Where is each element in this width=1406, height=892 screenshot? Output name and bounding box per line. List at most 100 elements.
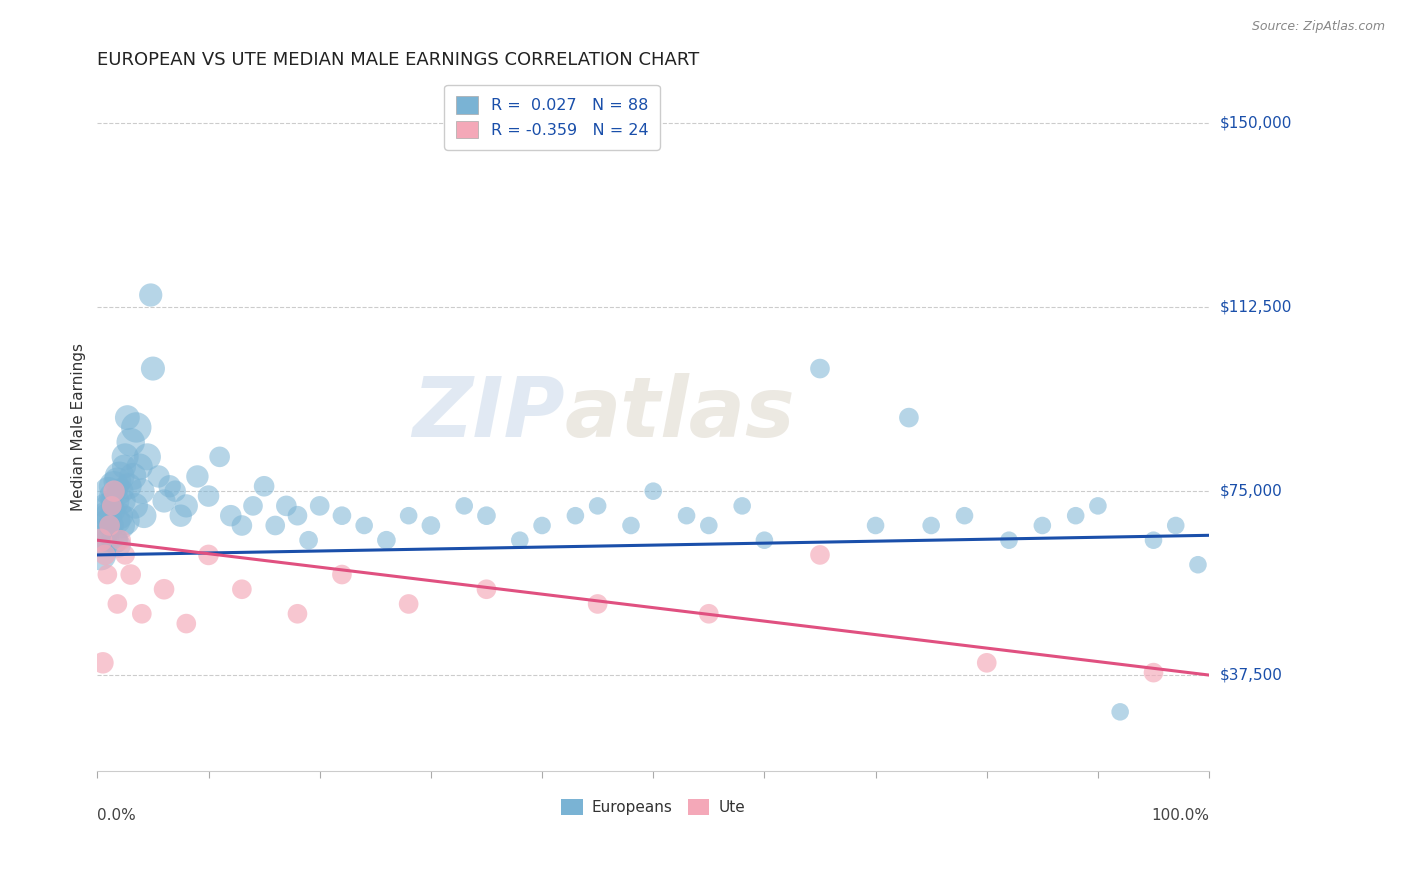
Point bbox=[264, 518, 287, 533]
Point bbox=[132, 508, 155, 523]
Point bbox=[165, 484, 187, 499]
Point bbox=[1142, 533, 1164, 548]
Point bbox=[1064, 508, 1087, 523]
Point bbox=[94, 499, 117, 513]
Point bbox=[808, 548, 831, 562]
Point bbox=[153, 494, 176, 508]
Point bbox=[139, 288, 162, 302]
Point bbox=[531, 518, 554, 533]
Point bbox=[120, 567, 142, 582]
Text: Source: ZipAtlas.com: Source: ZipAtlas.com bbox=[1251, 20, 1385, 33]
Point bbox=[131, 484, 153, 499]
Point bbox=[94, 548, 117, 562]
Text: atlas: atlas bbox=[564, 373, 794, 454]
Point bbox=[103, 533, 125, 548]
Point bbox=[93, 518, 115, 533]
Point bbox=[231, 518, 253, 533]
Point bbox=[105, 514, 128, 528]
Point bbox=[114, 450, 136, 464]
Text: $150,000: $150,000 bbox=[1220, 116, 1292, 131]
Text: $112,500: $112,500 bbox=[1220, 300, 1292, 315]
Point bbox=[865, 518, 887, 533]
Point bbox=[197, 489, 219, 503]
Point bbox=[159, 479, 181, 493]
Point bbox=[174, 616, 197, 631]
Point bbox=[398, 597, 420, 611]
Point bbox=[897, 410, 920, 425]
Point bbox=[1031, 518, 1053, 533]
Point bbox=[398, 508, 420, 523]
Point bbox=[103, 479, 125, 493]
Point bbox=[122, 469, 145, 483]
Point bbox=[124, 499, 146, 513]
Point bbox=[111, 494, 134, 508]
Point bbox=[91, 518, 114, 533]
Point bbox=[475, 582, 498, 597]
Point bbox=[107, 538, 129, 552]
Text: $75,000: $75,000 bbox=[1220, 483, 1282, 499]
Point bbox=[475, 508, 498, 523]
Point bbox=[108, 508, 131, 523]
Point bbox=[1187, 558, 1209, 572]
Point bbox=[453, 499, 475, 513]
Point bbox=[120, 435, 142, 450]
Point bbox=[1087, 499, 1109, 513]
Point bbox=[186, 469, 208, 483]
Point bbox=[174, 499, 197, 513]
Point bbox=[242, 499, 264, 513]
Point bbox=[586, 597, 609, 611]
Point bbox=[136, 450, 159, 464]
Point bbox=[1142, 665, 1164, 680]
Point bbox=[117, 479, 139, 493]
Point bbox=[953, 508, 976, 523]
Point bbox=[98, 518, 121, 533]
Point bbox=[276, 499, 298, 513]
Point bbox=[353, 518, 375, 533]
Point bbox=[112, 459, 135, 474]
Point bbox=[128, 459, 150, 474]
Point bbox=[998, 533, 1021, 548]
Point bbox=[1164, 518, 1187, 533]
Point bbox=[675, 508, 697, 523]
Point bbox=[419, 518, 441, 533]
Point bbox=[110, 484, 132, 499]
Point bbox=[108, 469, 131, 483]
Point bbox=[330, 508, 353, 523]
Point bbox=[90, 533, 112, 548]
Point bbox=[114, 548, 136, 562]
Legend: Europeans, Ute: Europeans, Ute bbox=[555, 793, 751, 822]
Point bbox=[197, 548, 219, 562]
Point bbox=[103, 484, 125, 499]
Point bbox=[97, 508, 120, 523]
Point bbox=[287, 607, 309, 621]
Point bbox=[105, 597, 128, 611]
Point bbox=[148, 469, 170, 483]
Point bbox=[287, 508, 309, 523]
Text: 100.0%: 100.0% bbox=[1152, 808, 1209, 823]
Point bbox=[375, 533, 398, 548]
Point bbox=[330, 567, 353, 582]
Point bbox=[96, 508, 118, 523]
Point bbox=[125, 420, 148, 434]
Point bbox=[509, 533, 531, 548]
Point bbox=[90, 548, 112, 562]
Point bbox=[208, 450, 231, 464]
Point bbox=[620, 518, 643, 533]
Point bbox=[308, 499, 330, 513]
Point bbox=[253, 479, 276, 493]
Point bbox=[114, 514, 136, 528]
Point bbox=[976, 656, 998, 670]
Point bbox=[731, 499, 754, 513]
Point bbox=[564, 508, 586, 523]
Point bbox=[96, 533, 118, 548]
Point bbox=[142, 361, 165, 376]
Text: EUROPEAN VS UTE MEDIAN MALE EARNINGS CORRELATION CHART: EUROPEAN VS UTE MEDIAN MALE EARNINGS COR… bbox=[97, 51, 700, 69]
Point bbox=[90, 533, 112, 548]
Point bbox=[697, 518, 720, 533]
Point bbox=[697, 607, 720, 621]
Point bbox=[110, 533, 132, 548]
Point bbox=[104, 533, 127, 548]
Point bbox=[101, 489, 124, 503]
Point bbox=[920, 518, 942, 533]
Y-axis label: Median Male Earnings: Median Male Earnings bbox=[72, 343, 86, 511]
